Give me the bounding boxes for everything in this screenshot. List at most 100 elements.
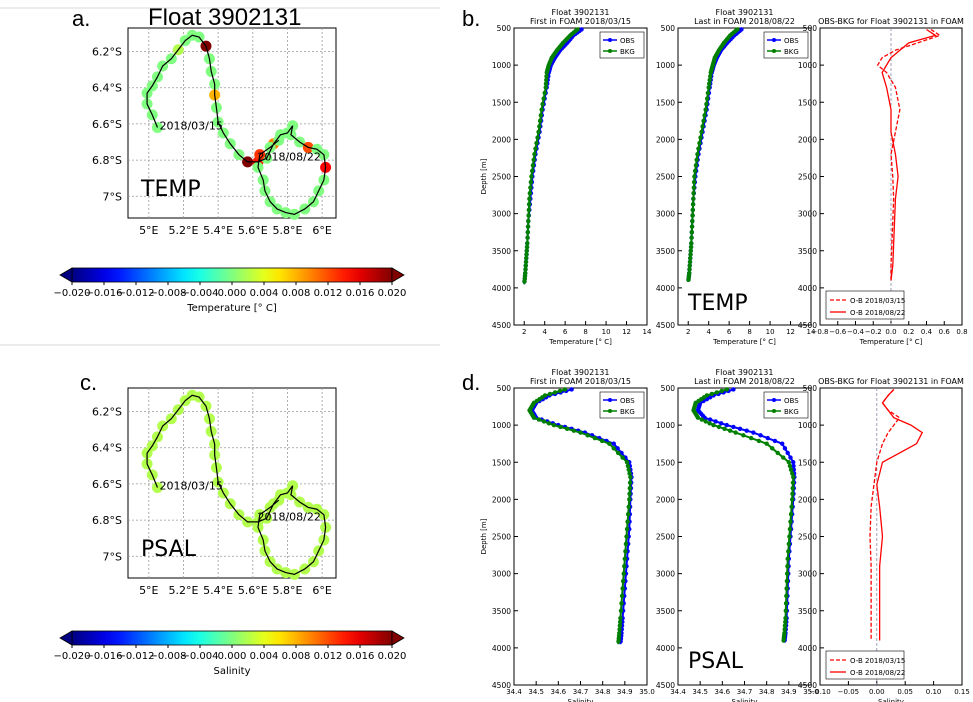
lat-tick-label: 6.2°S: [92, 46, 122, 59]
series-marker: [546, 421, 552, 426]
series-marker: [781, 455, 786, 460]
y-tick-label: 1000: [656, 61, 675, 70]
series-marker: [578, 430, 583, 435]
series-marker: [707, 77, 712, 83]
series-marker: [789, 504, 794, 509]
x-tick-label: 34.8: [759, 688, 775, 696]
colorbar-tick-label: −0.008: [149, 288, 186, 299]
y-tick-label: 1000: [492, 61, 511, 70]
x-tick-label: 0.05: [897, 688, 913, 696]
series-marker: [526, 202, 532, 207]
series-marker: [565, 426, 570, 432]
chart-title: Float 3902131: [552, 8, 610, 17]
series-marker: [539, 107, 544, 112]
series-marker: [541, 419, 547, 424]
x-tick-label: 0.15: [954, 688, 970, 696]
series-marker: [775, 450, 780, 456]
series-marker: [525, 229, 531, 235]
series-marker: [623, 541, 629, 547]
series-marker: [547, 391, 553, 397]
y-tick-label: 3500: [798, 607, 817, 616]
y-tick-label: 3500: [492, 607, 511, 616]
series-marker: [716, 424, 722, 430]
panel-b-letter: b.: [462, 6, 481, 31]
series-marker: [541, 96, 546, 101]
x-tick-label: −0.2: [865, 328, 882, 336]
y-tick-label: 1500: [492, 458, 511, 467]
colorbar-tick-label: 0.020: [378, 288, 407, 299]
legend-entry: BKG: [620, 408, 635, 416]
colorbar-tick-label: 0.016: [346, 288, 375, 299]
series-marker: [714, 390, 719, 395]
colorbar-tick-label: −0.004: [181, 288, 218, 299]
series-marker: [620, 586, 625, 591]
series-marker: [783, 601, 789, 606]
lat-tick-label: 6.6°S: [92, 478, 122, 491]
series-marker: [686, 277, 691, 282]
series-marker: [709, 391, 715, 397]
series-marker: [585, 433, 590, 438]
x-tick-label: 34.6: [551, 688, 567, 696]
series-marker: [701, 118, 706, 124]
series-marker: [619, 601, 624, 606]
lon-tick-label: 5.2°E: [168, 584, 198, 597]
y-tick-label: 1500: [492, 98, 511, 107]
series-marker: [782, 627, 787, 632]
series-marker: [625, 463, 631, 469]
y-tick-label: 4000: [656, 284, 675, 293]
y-tick-label: 500: [661, 384, 676, 393]
series-marker: [691, 191, 696, 196]
x-tick-label: 0.6: [939, 328, 951, 336]
series-marker: [737, 426, 743, 432]
y-tick-label: 2000: [492, 135, 511, 144]
y-tick-label: 4000: [798, 644, 817, 653]
profile-variable-label-temp: TEMP: [687, 291, 748, 316]
end-date-label: 2018/08/22: [257, 150, 320, 163]
series-marker: [785, 450, 790, 456]
series-marker: [692, 168, 698, 174]
legend-box: [599, 391, 645, 419]
series-marker: [705, 90, 711, 96]
series-marker: [787, 463, 793, 469]
series-marker: [764, 441, 769, 446]
series-marker: [690, 207, 696, 213]
x-tick-label: 34.6: [715, 688, 731, 696]
legend-marker: [608, 398, 612, 402]
y-tick-label: 4500: [492, 681, 511, 690]
x-axis-label: Temperature [° C]: [859, 338, 923, 346]
series-marker: [791, 474, 796, 480]
x-tick-label: −0.4: [847, 328, 865, 336]
colorbar-tick-label: −0.012: [117, 651, 154, 662]
series-marker: [787, 534, 792, 539]
series-marker: [733, 430, 738, 435]
series-marker: [719, 388, 724, 394]
y-tick-label: 2500: [656, 533, 675, 542]
y-tick-label: 2000: [798, 495, 817, 504]
chart-title: Last in FOAM 2018/08/22: [694, 377, 795, 386]
legend-marker: [608, 38, 612, 42]
series-marker: [558, 424, 563, 430]
x-tick-label: 0.0: [885, 328, 896, 336]
chart-title: Float 3902131: [716, 8, 774, 17]
series-marker: [524, 248, 529, 253]
legend-marker: [772, 398, 776, 402]
series-marker: [688, 255, 693, 261]
series-marker: [538, 113, 544, 118]
colorbar-label: Salinity: [214, 666, 251, 677]
series-marker: [790, 491, 795, 497]
series-marker: [617, 627, 622, 632]
series-marker: [689, 224, 695, 229]
series-marker: [544, 70, 549, 75]
series-marker: [527, 196, 532, 201]
x-tick-label: 6: [563, 328, 568, 336]
series-marker: [622, 556, 628, 561]
series-marker: [623, 549, 628, 554]
series-marker: [706, 85, 711, 90]
y-tick-label: 1000: [798, 61, 817, 70]
series-marker: [627, 486, 633, 491]
axes-frame: [513, 27, 648, 326]
series-marker: [791, 463, 796, 469]
series-marker: [526, 218, 531, 224]
panel-c-letter: c.: [80, 370, 98, 395]
